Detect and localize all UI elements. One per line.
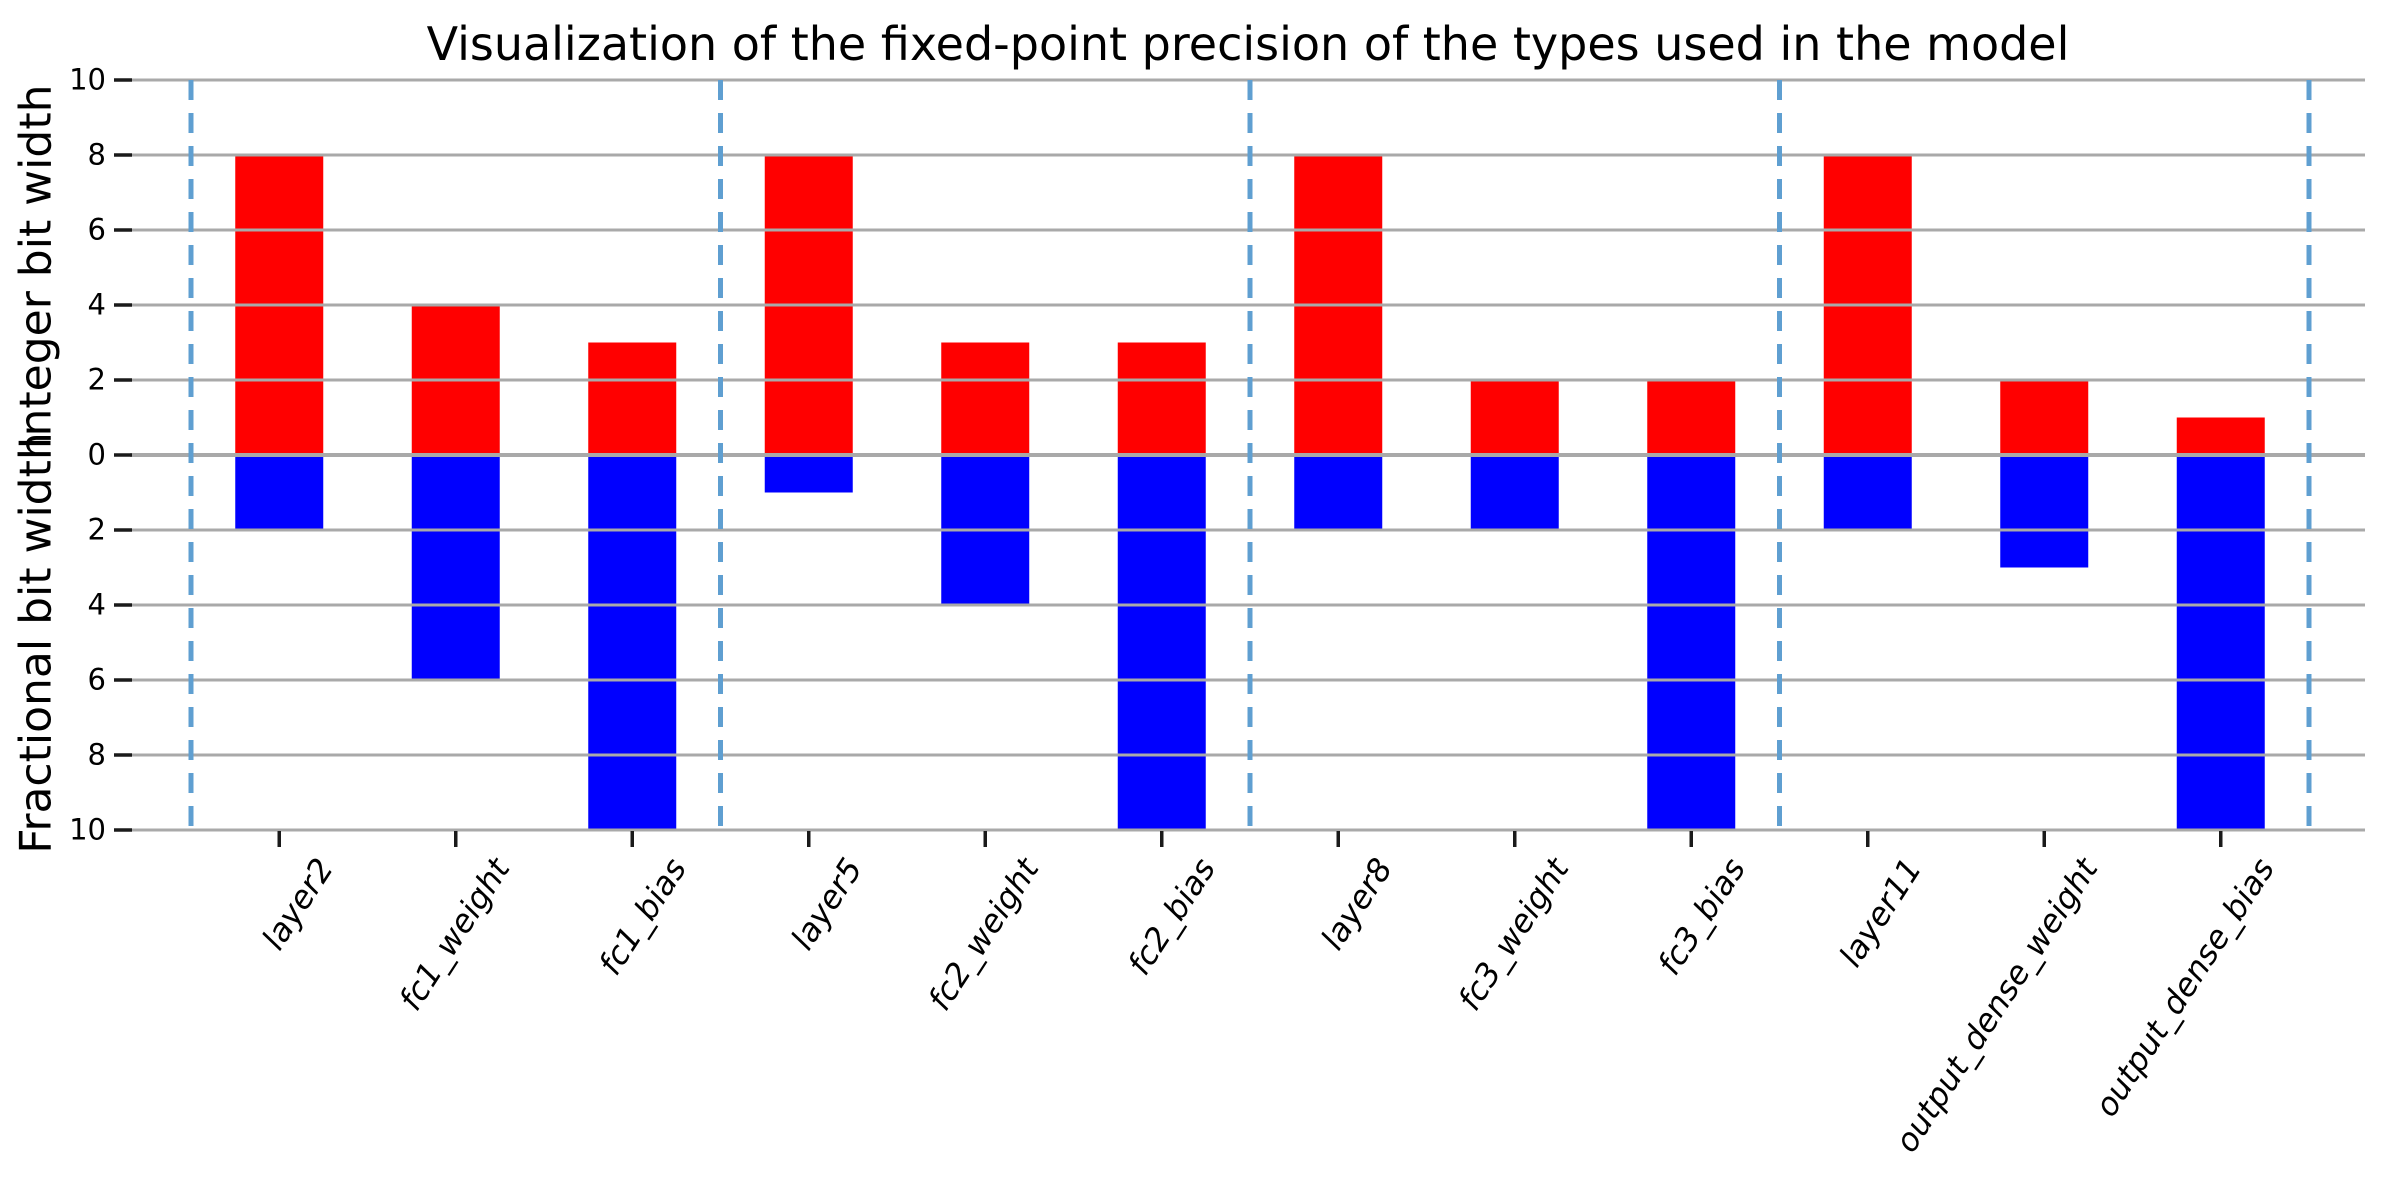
bar-fractional-fc1_bias: [588, 455, 677, 830]
y-tick-label: 4: [87, 287, 106, 322]
bar-integer-fc1_bias: [588, 342, 677, 455]
bar-fractional-fc2_bias: [1117, 455, 1206, 830]
y-tick-label: 2: [87, 512, 106, 547]
bar-fractional-fc3_weight: [1470, 455, 1559, 530]
y-axis-label-fractional: Fractional bit width: [10, 432, 62, 854]
y-tick-label: 10: [69, 62, 106, 97]
y-tick-label: 4: [87, 587, 106, 622]
bar-fractional-fc3_bias: [1647, 455, 1736, 830]
y-tick-label: 8: [87, 737, 106, 772]
bar-integer-fc2_bias: [1117, 342, 1206, 455]
y-tick-label: 2: [87, 362, 106, 397]
y-tick-label: 0: [87, 437, 106, 472]
bar-fractional-layer8: [1294, 455, 1383, 530]
bar-fractional-layer2: [235, 455, 324, 530]
bar-integer-fc2_weight: [941, 342, 1030, 455]
bar-fractional-output_dense_bias: [2176, 455, 2265, 830]
bar-integer-fc3_bias: [1647, 380, 1736, 455]
bar-fractional-layer5: [764, 455, 853, 493]
y-tick-label: 8: [87, 137, 106, 172]
y-tick-label: 6: [87, 662, 106, 697]
y-tick-label: 6: [87, 212, 106, 247]
chart-title: Visualization of the fixed-point precisi…: [426, 17, 2070, 71]
bar-integer-output_dense_bias: [2176, 417, 2265, 455]
bar-integer-fc3_weight: [1470, 380, 1559, 455]
y-axis-label-integer: Integer bit width: [10, 84, 62, 450]
bar-integer-output_dense_weight: [2000, 380, 2089, 455]
bar-fractional-layer11: [1823, 455, 1912, 530]
y-tick-label: 10: [69, 812, 106, 847]
bar-fractional-output_dense_weight: [2000, 455, 2089, 568]
bar-fractional-fc1_weight: [411, 455, 500, 680]
